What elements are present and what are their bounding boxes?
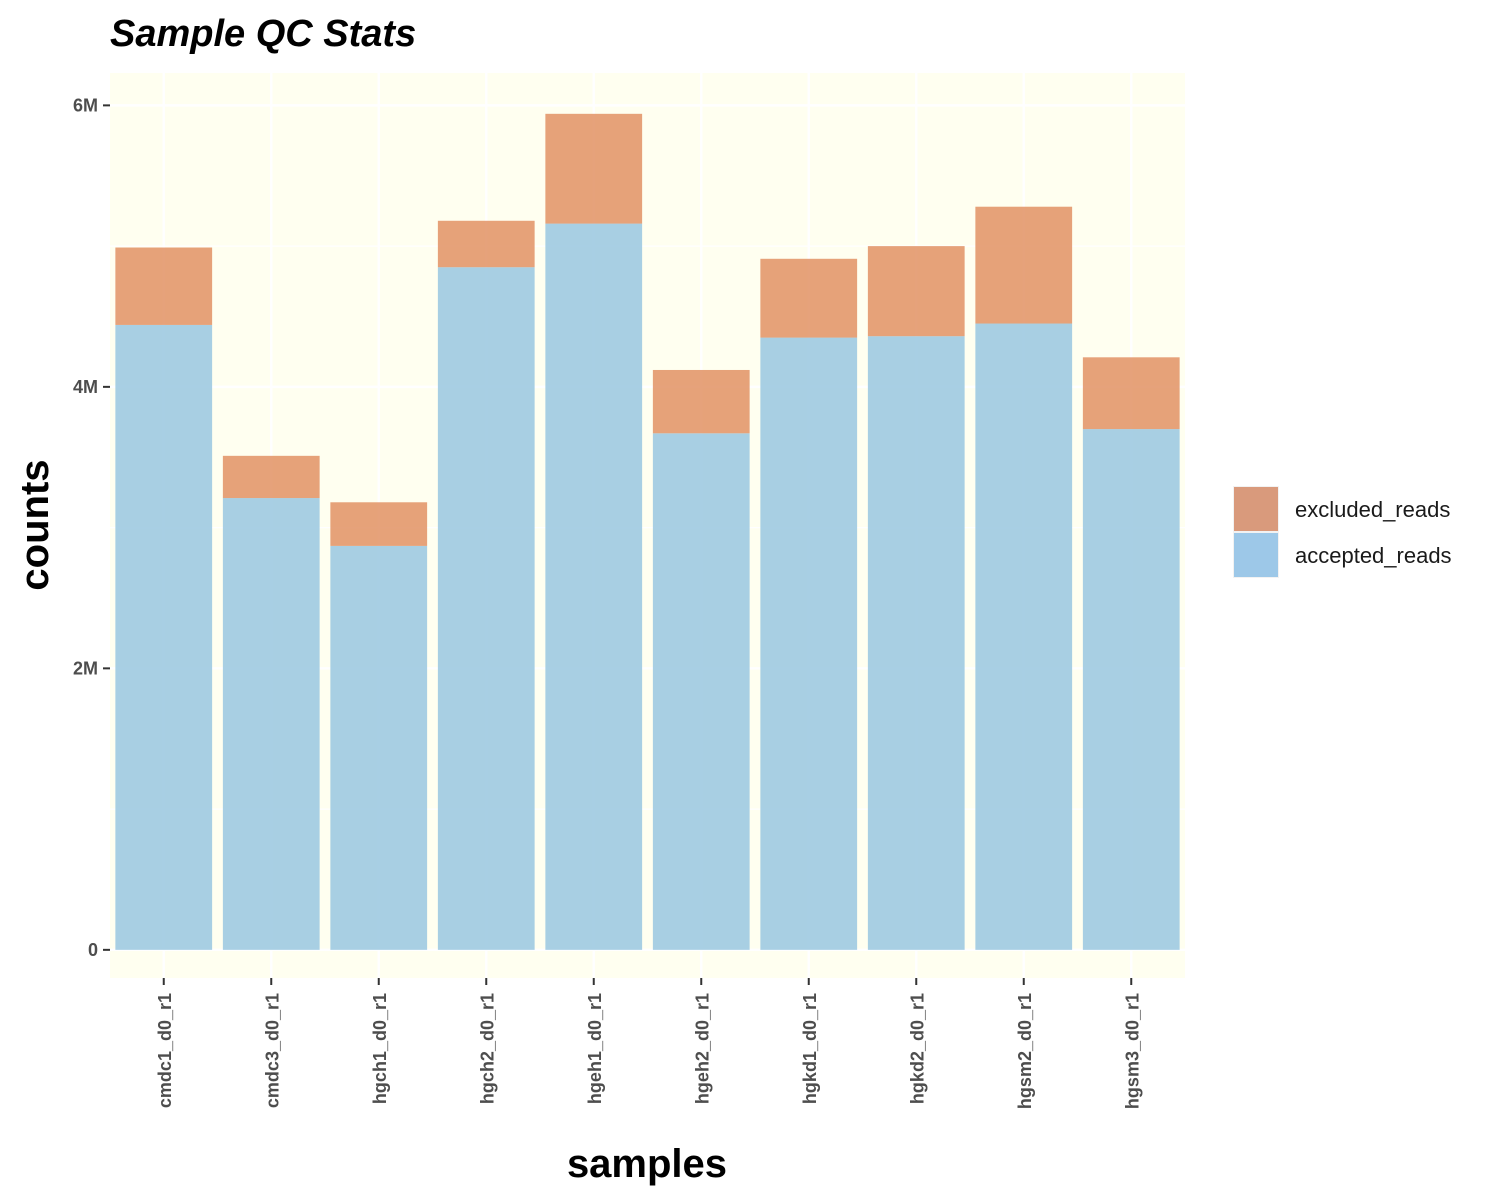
x-tick-label: hgch1_d0_r1	[370, 993, 390, 1104]
x-axis: cmdc1_d0_r1 cmdc3_d0_r1 hgch1_d0_r1 hgch2_d…	[155, 978, 1142, 1109]
bar-accepted-reads	[115, 324, 213, 950]
y-axis-title: counts	[13, 459, 57, 590]
bar-accepted-reads	[222, 498, 320, 950]
x-tick-label: hgch2_d0_r1	[477, 993, 497, 1104]
bar-excluded-reads	[1082, 357, 1180, 430]
y-tick-label: 2M	[73, 658, 98, 678]
bar-accepted-reads	[545, 223, 643, 950]
chart-title: Sample QC Stats	[110, 13, 416, 55]
legend-swatch	[1234, 487, 1278, 531]
bar-excluded-reads	[222, 455, 320, 499]
x-tick-label: hgsm2_d0_r1	[1015, 993, 1035, 1109]
bar-excluded-reads	[760, 258, 858, 338]
y-tick-label: 0	[88, 940, 98, 960]
x-tick-label: hgeh2_d0_r1	[692, 993, 712, 1104]
y-tick-label: 4M	[73, 377, 98, 397]
x-tick-label: hgkd2_d0_r1	[907, 993, 927, 1104]
bar-excluded-reads	[330, 502, 428, 546]
x-tick-label: cmdc1_d0_r1	[155, 993, 175, 1108]
x-tick-label: hgsm3_d0_r1	[1122, 993, 1142, 1109]
legend: excluded_reads accepted_reads	[1233, 486, 1452, 578]
bar-excluded-reads	[652, 369, 750, 434]
bar-accepted-reads	[652, 433, 750, 950]
bar-accepted-reads	[760, 337, 858, 950]
y-axis: 0 2M 4M 6M	[73, 95, 110, 960]
legend-label: accepted_reads	[1295, 543, 1452, 568]
x-tick-label: hgeh1_d0_r1	[585, 993, 605, 1104]
x-axis-title: samples	[567, 1142, 727, 1186]
x-tick-label: hgkd1_d0_r1	[800, 993, 820, 1104]
bar-excluded-reads	[545, 113, 643, 224]
bar-excluded-reads	[115, 247, 213, 325]
legend-label: excluded_reads	[1295, 497, 1450, 522]
bar-accepted-reads	[867, 336, 965, 950]
bar-accepted-reads	[975, 323, 1073, 950]
bar-accepted-reads	[437, 267, 535, 950]
bars	[115, 113, 1180, 950]
legend-swatch	[1234, 533, 1278, 577]
y-tick-label: 6M	[73, 95, 98, 115]
bar-excluded-reads	[867, 246, 965, 337]
bar-excluded-reads	[975, 206, 1073, 324]
bar-excluded-reads	[437, 220, 535, 268]
bar-accepted-reads	[1082, 429, 1180, 950]
bar-accepted-reads	[330, 545, 428, 950]
x-tick-label: cmdc3_d0_r1	[262, 993, 282, 1108]
